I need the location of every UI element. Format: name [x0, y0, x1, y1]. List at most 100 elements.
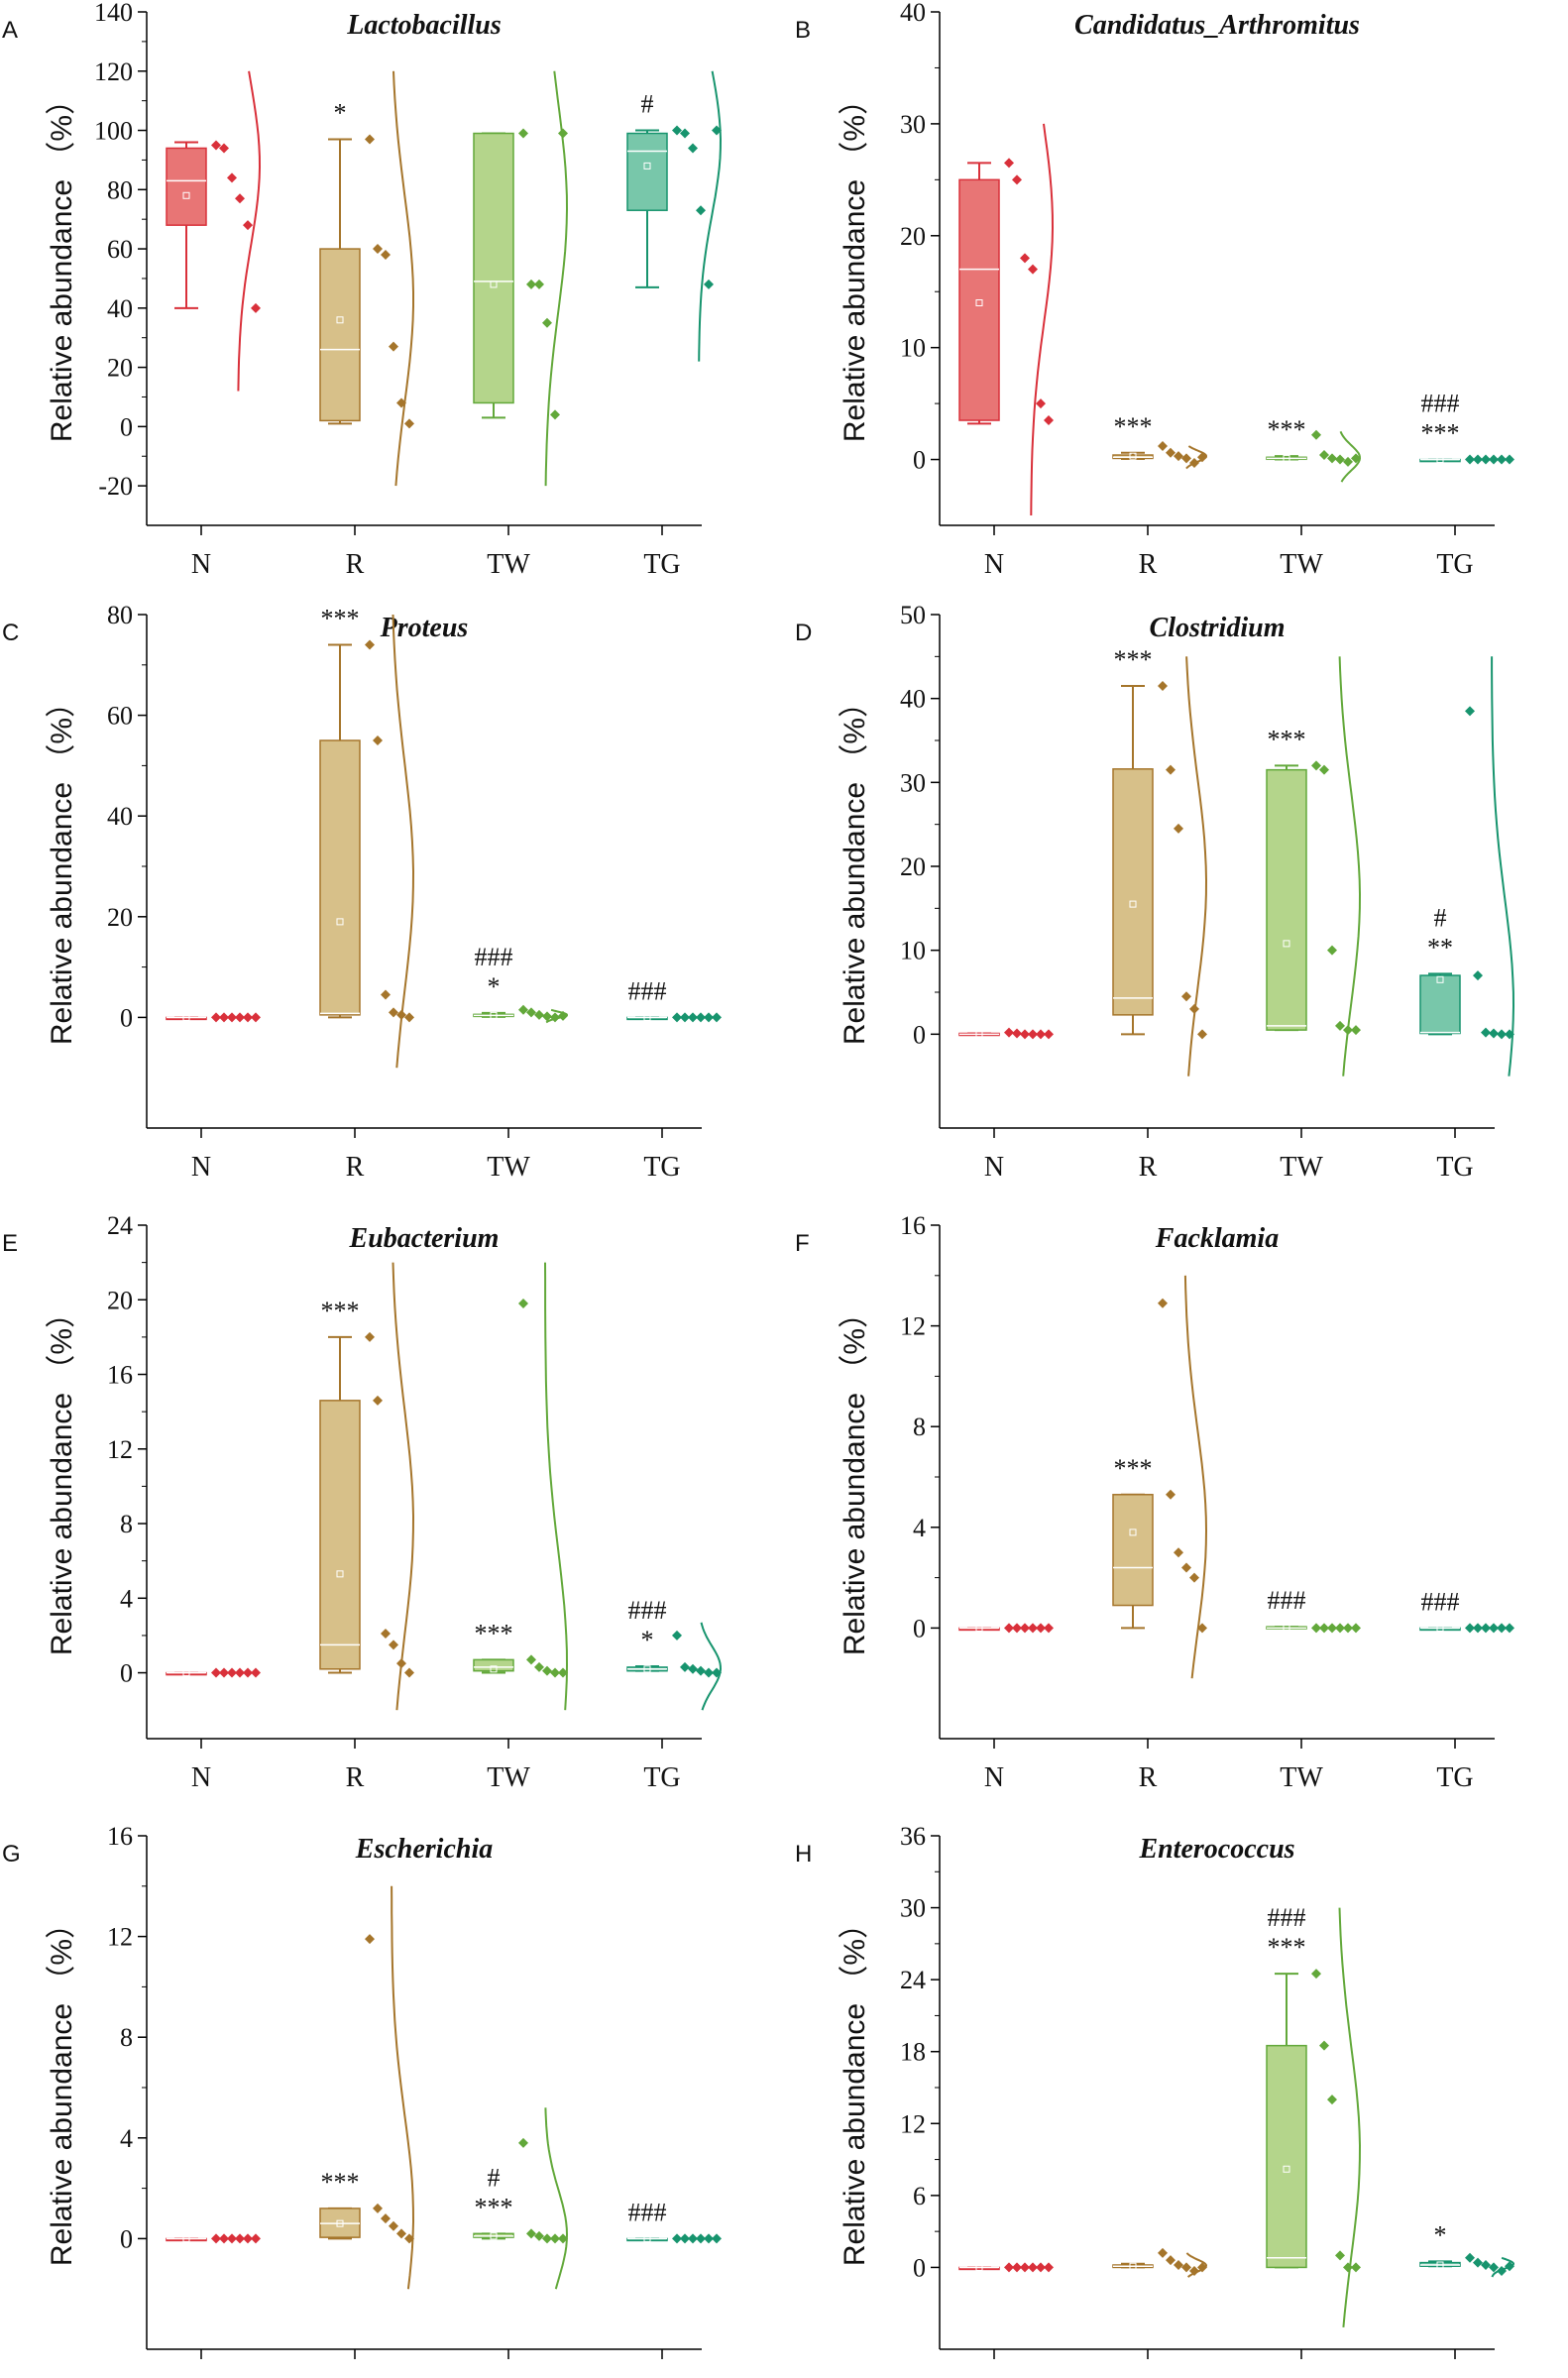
x-tick-label: TG — [643, 549, 680, 580]
data-point — [404, 1012, 414, 1023]
significance-mark: ### — [628, 976, 667, 1005]
panel-d: D Clostridium Relative abundance （%） 0 10 20 3… — [795, 601, 1515, 1183]
y-tick-label: 16 — [900, 1211, 926, 1240]
distribution-curve — [1185, 445, 1207, 470]
panel-label: G — [2, 1841, 21, 1868]
x-tick-label: TW — [1280, 2373, 1323, 2378]
x-tick-label: N — [191, 549, 211, 580]
data-point — [235, 1012, 245, 1023]
y-tick-label: 0 — [913, 446, 926, 475]
data-point — [1166, 1489, 1176, 1500]
data-point — [1311, 1969, 1321, 1980]
data-point — [534, 1661, 544, 1672]
data-point — [1036, 398, 1046, 409]
data-point — [211, 1012, 221, 1023]
significance-mark: *** — [1114, 645, 1153, 674]
data-point — [526, 1654, 536, 1665]
x-tick-label: N — [984, 1152, 1004, 1183]
data-point — [1481, 2260, 1491, 2271]
mean-marker — [975, 1624, 983, 1632]
y-tick-label: 16 — [107, 1361, 133, 1390]
data-point — [1020, 253, 1030, 264]
chart-title: Clostridium — [1150, 613, 1286, 643]
group-tg: TG ### — [1419, 1587, 1514, 1793]
y-tick-label: 20 — [900, 852, 926, 881]
data-point — [534, 2230, 544, 2241]
data-point — [1181, 2262, 1191, 2273]
data-point — [1497, 1029, 1507, 1040]
y-tick-label: 20 — [107, 1286, 133, 1314]
data-point — [373, 244, 383, 255]
data-point — [1481, 454, 1491, 465]
data-point — [243, 1012, 253, 1023]
data-point — [1481, 1623, 1491, 1634]
y-tick-label: 24 — [107, 1211, 133, 1240]
data-point — [688, 143, 698, 154]
significance-mark: ### — [1268, 1903, 1306, 1932]
group-n: N — [166, 1012, 261, 1183]
y-tick-label: 80 — [107, 175, 133, 204]
x-tick-label: R — [1139, 549, 1158, 580]
data-point — [1174, 823, 1183, 834]
data-point — [1158, 441, 1168, 452]
data-point — [1505, 454, 1514, 465]
mean-marker — [975, 1030, 983, 1038]
chart-title: Eubacterium — [349, 1223, 500, 1254]
y-tick-label: 12 — [900, 2109, 926, 2138]
mean-marker — [1436, 1624, 1444, 1632]
data-point — [1319, 450, 1329, 461]
x-tick-label: TG — [1436, 549, 1473, 580]
data-point — [1351, 2262, 1361, 2273]
significance-mark: * — [334, 98, 347, 127]
y-tick-label: 30 — [900, 768, 926, 797]
distribution-curve — [1338, 1907, 1362, 2327]
significance-mark: ### — [1421, 1587, 1460, 1616]
y-tick-label: 0 — [120, 1003, 133, 1032]
panel-b: B Candidatus_Arthromitus Relative abundanc… — [795, 0, 1514, 580]
data-point — [1473, 1623, 1483, 1634]
data-point — [534, 1009, 544, 1020]
data-point — [381, 1629, 391, 1640]
data-point — [1174, 1547, 1183, 1558]
y-axis-label: Relative abundance （%） — [839, 1909, 871, 2266]
data-point — [381, 250, 391, 261]
distribution-curve — [700, 1622, 723, 1711]
data-point — [1473, 454, 1483, 465]
distribution-curve — [1183, 1275, 1208, 1679]
data-point — [251, 302, 261, 313]
data-point — [688, 1663, 698, 1674]
y-tick-label: 20 — [900, 222, 926, 251]
distribution-curve — [545, 1008, 569, 1024]
data-point — [1181, 991, 1191, 1002]
group-r: R *** — [1112, 645, 1208, 1183]
data-point — [1174, 451, 1183, 462]
x-tick-label: R — [346, 549, 365, 580]
panel-e: E Eubacterium Relative abundance （%） 0 4 8 12 1… — [2, 1211, 723, 1793]
group-tw: TW — [473, 70, 569, 580]
y-axis-label: Relative abundance （%） — [46, 1909, 78, 2266]
data-point — [404, 1667, 414, 1678]
data-point — [696, 2233, 706, 2244]
panel-label: E — [2, 1230, 18, 1257]
significance-mark: *** — [1114, 1454, 1153, 1483]
x-tick-label: TW — [1280, 549, 1323, 580]
data-point — [1166, 2255, 1176, 2266]
data-point — [1166, 447, 1176, 458]
group-n: N — [958, 1027, 1054, 1183]
panel-f: F Facklamia Relative abundance （%） 0 4 8 12 16 N… — [795, 1211, 1514, 1793]
box — [1112, 1494, 1154, 1607]
chart-title: Candidatus_Arthromitus — [1074, 10, 1360, 41]
data-point — [1481, 1027, 1491, 1038]
box — [626, 132, 668, 211]
panel-g: G Escherichia Relative abundance （%） 0 4 8 12 1… — [2, 1822, 722, 2378]
mean-marker — [1129, 900, 1137, 908]
data-point — [712, 1012, 722, 1023]
data-point — [1020, 1029, 1030, 1040]
distribution-curve — [544, 70, 569, 487]
data-point — [381, 989, 391, 1000]
group-n: N — [958, 2262, 1054, 2378]
data-point — [373, 2203, 383, 2213]
chart-title: Enterococcus — [1138, 1834, 1294, 1865]
y-tick-label: 4 — [913, 1514, 926, 1542]
